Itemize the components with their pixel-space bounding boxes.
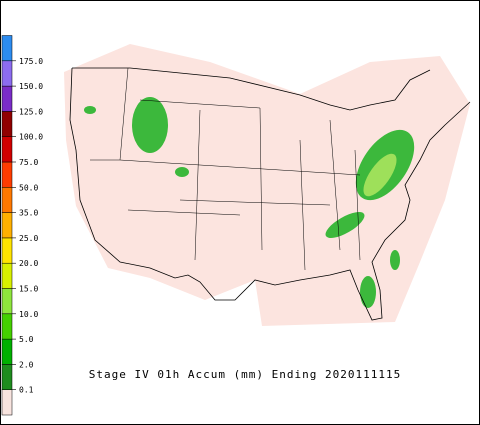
legend-swatch [1,262,13,289]
rain-area [325,212,365,238]
border-north [72,67,431,111]
state-lines [90,67,361,271]
rain-area [175,167,189,177]
legend-swatch [1,389,13,416]
rain-area [363,153,397,197]
legend-swatch [1,288,13,315]
rain-area [390,250,400,270]
legend-swatch [1,364,13,390]
legend-label: 175.0 [19,57,43,66]
rain-area [360,276,376,308]
legend-swatch [1,187,13,213]
rain-area [84,106,96,114]
legend-label: 50.0 [19,183,38,192]
legend-swatch [1,35,13,62]
rain-area [132,97,168,153]
legend-swatch [1,237,13,264]
legend-label: 35.0 [19,209,38,218]
legend-swatch [1,85,13,112]
legend-swatch [1,338,13,365]
legend-label: 20.0 [19,259,38,268]
legend-swatch [1,161,13,188]
legend-label: 15.0 [19,285,38,294]
legend-swatch [1,212,13,239]
legend-swatch [1,60,13,87]
boundaries [69,67,471,321]
legend-label: 25.0 [19,234,38,243]
legend-label: 2.0 [19,360,34,369]
coastline [69,67,471,321]
legend-label: 125.0 [19,107,43,116]
caption: Stage IV 01h Accum (mm) Ending 202011111… [89,368,402,381]
legend-label: 10.0 [19,310,38,319]
rain-areas [84,97,415,308]
legend-label: 5.0 [19,335,34,344]
legend-swatch [1,111,13,137]
legend-label: 150.0 [19,82,43,91]
legend-swatch [1,136,13,163]
legend-label: 100.0 [19,133,43,142]
legend-label: 0.1 [19,386,34,395]
legend-label: 75.0 [19,158,38,167]
legend-swatch [1,313,13,340]
legend: 0.1 2.0 5.0 10.0 15.0 20.0 25.0 35.0 50.0 75.0 100… [1,35,43,416]
